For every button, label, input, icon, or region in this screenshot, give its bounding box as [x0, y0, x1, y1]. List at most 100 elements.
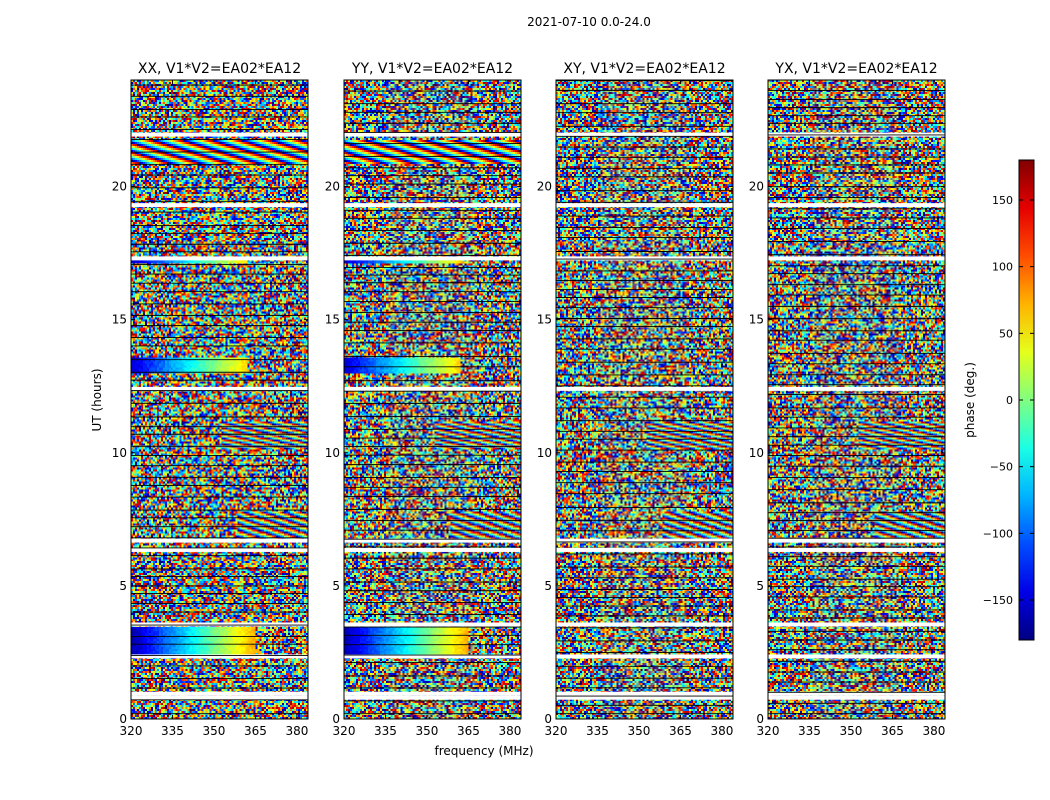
- flag-gap: [344, 654, 521, 659]
- x-tick-label: 365: [457, 724, 480, 738]
- y-tick-label: 10: [112, 446, 127, 460]
- panel-xx: XX, V1*V2=EA02*EA12 320 335 350 365 380 0 5 10 15…: [112, 61, 309, 738]
- panel-title: YY, V1*V2=EA02*EA12: [351, 61, 513, 77]
- flag-gap: [768, 691, 945, 696]
- x-tick-label: 365: [881, 724, 904, 738]
- flag-gap: [556, 203, 733, 208]
- x-tick-label: 365: [244, 724, 267, 738]
- y-axis-label: UT (hours): [90, 368, 104, 431]
- y-tick-label: 5: [544, 579, 552, 593]
- x-tick-label: 320: [545, 724, 568, 738]
- y-tick-label: 15: [325, 313, 340, 327]
- y-tick-label: 5: [119, 579, 127, 593]
- colorbar-tick-label: 0: [1006, 394, 1013, 407]
- panel-frame: [555, 79, 734, 720]
- flag-gap: [131, 695, 308, 700]
- x-tick-label: 335: [798, 724, 821, 738]
- y-tick-label: 20: [112, 180, 127, 194]
- x-tick-label: 335: [161, 724, 184, 738]
- flag-gap: [768, 547, 945, 552]
- panel-title: XX, V1*V2=EA02*EA12: [138, 61, 301, 77]
- flag-gap: [131, 132, 308, 137]
- flag-gap: [768, 256, 945, 261]
- flag-gap: [768, 622, 945, 627]
- flag-gap: [556, 538, 733, 543]
- flag-gap: [768, 654, 945, 659]
- x-tick-label: 335: [586, 724, 609, 738]
- x-tick-label: 380: [285, 724, 308, 738]
- flag-gap: [344, 256, 521, 261]
- flag-gap: [344, 691, 521, 696]
- heatmap-yy: [344, 80, 521, 719]
- y-tick-label: 10: [325, 446, 340, 460]
- flag-gap: [556, 386, 733, 391]
- flag-gap: [556, 256, 733, 261]
- panel-yx: YX, V1*V2=EA02*EA12 320 335 350 365 380 0 5 10 15…: [749, 61, 946, 738]
- figure-title: 2021-07-10 0.0-24.0: [527, 15, 651, 29]
- flag-gap: [344, 538, 521, 543]
- flag-gap: [556, 132, 733, 137]
- panel-yy: YY, V1*V2=EA02*EA12 320 335 350 365 380 0 5 10 15…: [325, 61, 522, 738]
- x-tick-label: 365: [669, 724, 692, 738]
- flag-gap: [131, 203, 308, 208]
- x-tick-label: 320: [120, 724, 143, 738]
- colorbar-tick-label: −100: [983, 527, 1013, 540]
- panel-xy: XY, V1*V2=EA02*EA12 320 335 350 365 380 0 5 10 15…: [537, 61, 734, 738]
- panel-frame: [343, 79, 522, 720]
- y-tick-label: 5: [332, 579, 340, 593]
- x-tick-label: 350: [203, 724, 226, 738]
- panel-frame: [767, 79, 946, 720]
- flag-gap: [131, 547, 308, 552]
- heatmap-xx: [131, 80, 308, 719]
- flag-gap: [344, 132, 521, 137]
- flag-gap: [768, 386, 945, 391]
- y-tick-label: 0: [756, 712, 764, 726]
- colorbar: −150 −100 −50 0 50 100 150: [983, 159, 1035, 641]
- y-tick-label: 0: [544, 712, 552, 726]
- heatmap-xy: [556, 80, 733, 719]
- y-tick-label: 15: [112, 313, 127, 327]
- y-tick-label: 10: [749, 446, 764, 460]
- flag-gap: [344, 547, 521, 552]
- x-tick-label: 350: [840, 724, 863, 738]
- flag-gap: [131, 386, 308, 391]
- flag-gap: [556, 547, 733, 552]
- x-tick-label: 380: [922, 724, 945, 738]
- colorbar-tick-label: 100: [992, 261, 1013, 274]
- flag-gap: [344, 386, 521, 391]
- flag-gap: [344, 203, 521, 208]
- x-tick-label: 350: [416, 724, 439, 738]
- panel-title: XY, V1*V2=EA02*EA12: [563, 61, 725, 77]
- x-tick-label: 380: [498, 724, 521, 738]
- flag-gap: [344, 695, 521, 700]
- flag-gap: [131, 538, 308, 543]
- x-tick-label: 350: [628, 724, 651, 738]
- x-tick-label: 335: [374, 724, 397, 738]
- flag-gap: [556, 695, 733, 700]
- colorbar-tick-label: 150: [992, 194, 1013, 207]
- flag-gap: [556, 691, 733, 696]
- flag-gap: [131, 654, 308, 659]
- flag-gap: [556, 622, 733, 627]
- y-tick-label: 10: [537, 446, 552, 460]
- y-tick-label: 5: [756, 579, 764, 593]
- y-tick-label: 15: [749, 313, 764, 327]
- y-tick-label: 15: [537, 313, 552, 327]
- x-tick-label: 320: [757, 724, 780, 738]
- colorbar-tick-label: −50: [990, 461, 1013, 474]
- flag-gap: [556, 654, 733, 659]
- colorbar-tick-label: −150: [983, 594, 1013, 607]
- y-tick-label: 20: [325, 180, 340, 194]
- flag-gap: [131, 256, 308, 261]
- x-tick-label: 380: [710, 724, 733, 738]
- panel-title: YX, V1*V2=EA02*EA12: [774, 61, 937, 77]
- flag-gap: [768, 538, 945, 543]
- y-tick-label: 20: [537, 180, 552, 194]
- flag-gap: [131, 691, 308, 696]
- y-tick-label: 0: [332, 712, 340, 726]
- colorbar-tick-label: 50: [999, 327, 1013, 340]
- x-axis-label: frequency (MHz): [434, 744, 533, 758]
- flag-gap: [344, 622, 521, 627]
- y-tick-label: 20: [749, 180, 764, 194]
